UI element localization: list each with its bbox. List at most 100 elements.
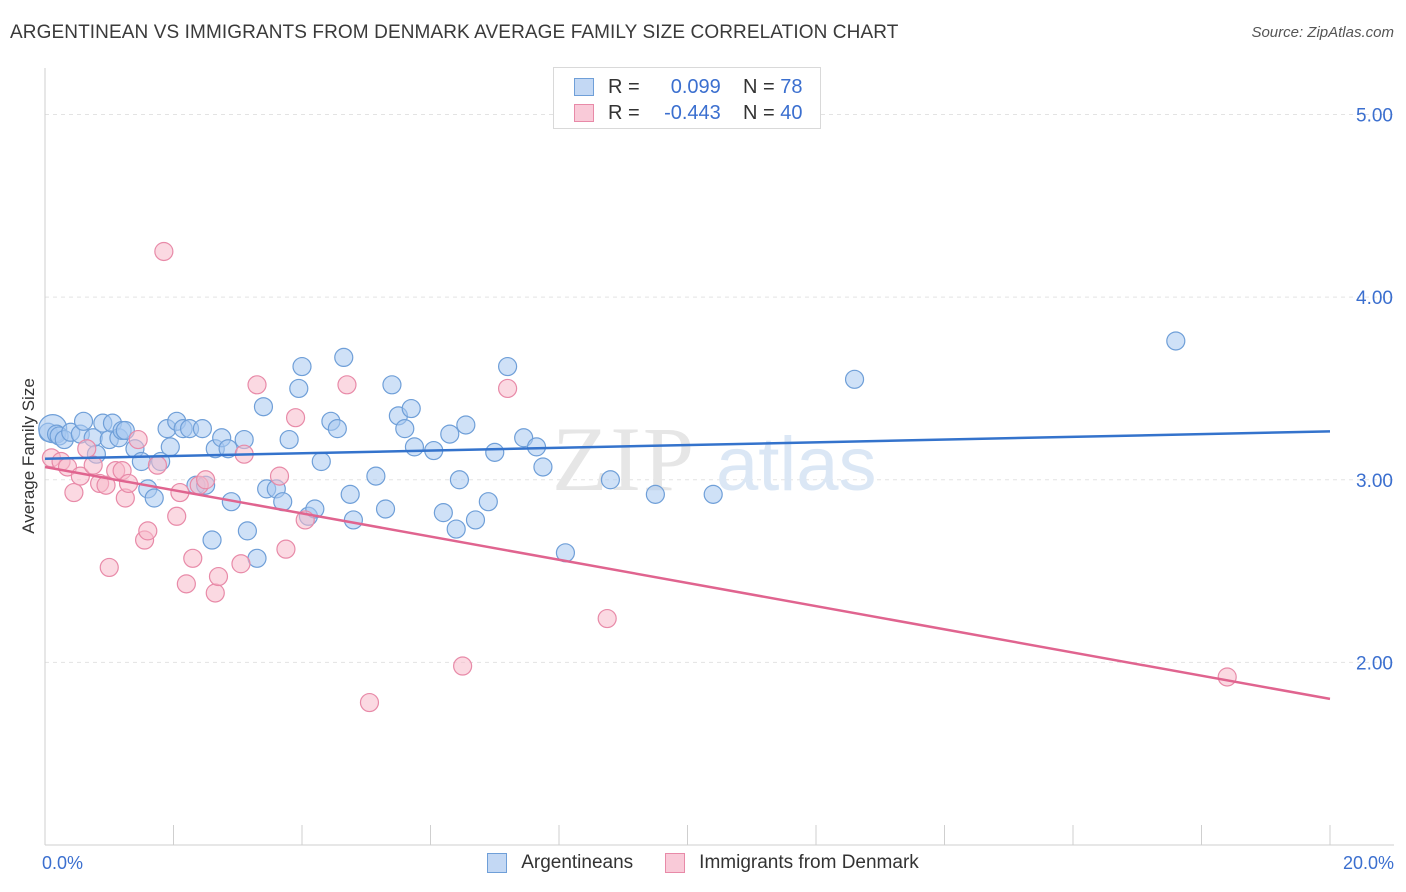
data-point (96, 475, 116, 495)
data-point (208, 566, 229, 587)
data-point (359, 692, 380, 713)
data-point (1166, 331, 1186, 351)
series-argentineans (38, 331, 1186, 568)
data-point (600, 470, 621, 490)
legend-r-value: 0.099 (670, 75, 721, 98)
data-point (237, 521, 257, 541)
y-tick-label: 3.00 (1356, 471, 1393, 492)
y-tick-label: 2.00 (1356, 653, 1393, 674)
legend-swatch-blue (574, 78, 594, 96)
legend-n-value: 78 (780, 75, 803, 98)
data-point (289, 378, 309, 399)
data-point (446, 519, 466, 539)
watermark-atlas: atlas (716, 422, 877, 507)
trend-line (44, 430, 1331, 461)
data-point (395, 419, 415, 439)
data-point (526, 437, 547, 457)
grid-lines (45, 114, 1394, 663)
data-point (154, 241, 174, 262)
data-point (253, 397, 274, 417)
data-point (485, 442, 505, 462)
trend-lines (44, 430, 1331, 701)
legend-item-denmark: Immigrants from Denmark (665, 852, 919, 874)
correlation-legend: R = 0.099 N = 78 R = -0.443 N = 40 (553, 67, 821, 129)
legend-n-label: N = (743, 75, 775, 98)
data-point (138, 521, 158, 541)
data-point (147, 455, 168, 475)
data-point (334, 347, 354, 368)
data-point (167, 506, 187, 526)
watermark-zip: ZIP (552, 408, 696, 510)
data-point (276, 539, 296, 559)
y-tick-labels: 2.00 3.00 4.00 5.00 (1356, 106, 1393, 675)
data-point (247, 375, 267, 395)
legend-r-value: -0.443 (664, 101, 721, 124)
data-point (231, 554, 251, 574)
data-point (449, 470, 470, 490)
data-point (269, 466, 290, 486)
legend-n-label: N = (743, 101, 775, 124)
legend-r-label: R = (608, 101, 640, 124)
data-point (99, 557, 119, 578)
data-point (340, 484, 360, 504)
data-point (498, 356, 518, 377)
data-point (327, 419, 347, 439)
data-point (205, 583, 225, 603)
x-tick-label-end: 20.0% (1343, 853, 1394, 873)
legend-r-label: R = (608, 75, 640, 98)
data-point (128, 429, 148, 450)
data-point (77, 439, 97, 459)
legend-label: Immigrants from Denmark (699, 852, 919, 873)
data-point (202, 530, 222, 550)
data-point (844, 369, 865, 389)
data-point (160, 437, 180, 457)
data-point (456, 415, 476, 435)
data-point (533, 457, 553, 477)
legend-row-denmark: R = -0.443 N = 40 (574, 100, 803, 126)
data-point (196, 470, 216, 490)
y-tick-label: 4.00 (1356, 288, 1393, 309)
data-point (192, 419, 213, 439)
data-point (498, 378, 518, 399)
data-point (597, 608, 617, 629)
data-point (176, 574, 196, 594)
data-point (404, 437, 425, 457)
data-point (337, 375, 357, 395)
legend-n-value: 40 (780, 101, 803, 124)
legend-label: Argentineans (521, 852, 634, 873)
data-point (465, 510, 486, 530)
data-point (343, 510, 363, 530)
legend-item-argentineans: Argentineans (487, 852, 633, 874)
chart-title: ARGENTINEAN VS IMMIGRANTS FROM DENMARK A… (10, 22, 899, 43)
data-point (279, 429, 299, 450)
source-credit: Source: ZipAtlas.com (1251, 24, 1394, 41)
legend-swatch-blue (487, 853, 508, 873)
data-point (183, 548, 203, 568)
legend-swatch-pink (574, 104, 594, 122)
trend-line (44, 465, 1331, 701)
y-axis-title: Average Family Size (19, 378, 38, 534)
data-point (73, 411, 94, 431)
series-legend: Argentineans Immigrants from Denmark (0, 852, 1406, 874)
data-point (83, 455, 103, 475)
data-point (247, 548, 267, 568)
data-point (375, 499, 396, 519)
data-point (292, 356, 312, 377)
data-point (478, 492, 498, 512)
data-point (285, 408, 306, 428)
data-point (645, 484, 665, 504)
data-point (64, 482, 84, 503)
legend-swatch-pink (665, 853, 686, 873)
data-point (703, 484, 723, 504)
data-point (440, 424, 460, 444)
data-point (453, 656, 473, 676)
data-point (1217, 667, 1237, 687)
data-point (144, 488, 164, 508)
data-point (382, 375, 402, 395)
watermark: ZIP atlas (552, 408, 877, 510)
data-point (401, 398, 421, 419)
data-point (131, 451, 151, 472)
data-point (311, 451, 331, 472)
x-tick-label-start: 0.0% (42, 853, 83, 873)
